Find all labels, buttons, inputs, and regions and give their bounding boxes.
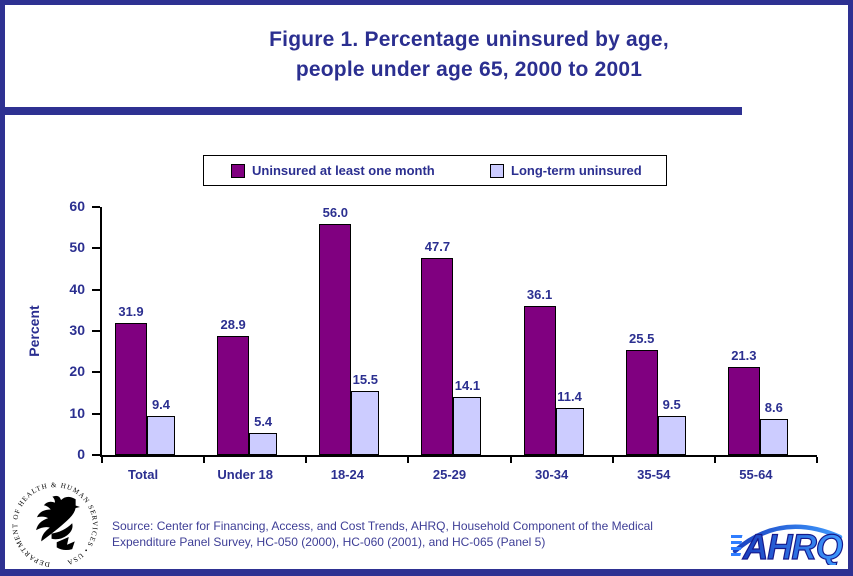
bar-value-label: 14.1 (454, 378, 481, 393)
x-axis-tick (305, 457, 308, 463)
x-axis-tick (611, 457, 614, 463)
y-axis-tick (92, 247, 100, 250)
bar-uninsured-month-55-64 (727, 367, 760, 455)
bar-uninsured-month-under-18 (217, 336, 250, 455)
hhs-logo: DEPARTMENT OF HEALTH & HUMAN SERVICES • … (12, 482, 98, 568)
figure-title: Figure 1. Percentage uninsured by age, p… (95, 25, 843, 85)
bar-value-label: 25.5 (629, 331, 655, 346)
y-axis-tick-label: 0 (77, 446, 85, 462)
x-axis-label-total: Total (128, 467, 159, 482)
bar-long-term-30-34 (555, 408, 584, 455)
y-axis-tick-label: 60 (69, 198, 85, 214)
bar-uninsured-month-18-24 (319, 224, 352, 455)
bar-long-term-18-24 (351, 391, 380, 455)
bar-value-label: 31.9 (118, 304, 144, 319)
x-axis-tick (713, 457, 716, 463)
figure-title-line2: people under age 65, 2000 to 2001 (295, 58, 643, 81)
y-axis-tick-label: 30 (69, 322, 85, 338)
slide-content: Figure 1. Percentage uninsured by age, p… (5, 5, 848, 569)
bar-value-label: 21.3 (731, 348, 757, 363)
title-underline-bar (5, 107, 742, 115)
y-axis-tick (92, 206, 100, 208)
y-axis-tick-label: 20 (69, 363, 85, 380)
y-axis-tick (92, 454, 100, 456)
y-axis-tick-label: 10 (69, 404, 85, 421)
y-axis-title: Percent (26, 305, 42, 357)
bar-long-term-under-18 (249, 433, 278, 455)
y-axis-tick-label: 50 (69, 239, 85, 256)
bar-value-label: 11.4 (557, 389, 582, 404)
legend-item-uninsured-month: Uninsured at least one month (231, 156, 435, 185)
bar-value-label: 56.0 (322, 205, 348, 220)
bar-uninsured-month-35-54 (625, 350, 658, 455)
y-axis-tick (92, 288, 100, 291)
ahrq-wordmark: AHRQ (742, 528, 843, 565)
x-axis-label-35-54: 35-54 (637, 467, 671, 482)
x-axis-tick (101, 457, 103, 463)
x-axis-label-under-18: Under 18 (217, 467, 274, 482)
x-axis-tick (407, 457, 410, 463)
ahrq-swoosh-arc (732, 524, 843, 554)
bar-uninsured-month-30-34 (523, 306, 556, 455)
source-note: Source: Center for Financing, Access, an… (112, 519, 752, 550)
x-axis-label-30-34: 30-34 (535, 467, 569, 482)
y-axis-tick (92, 330, 100, 332)
legend-swatch-icon (231, 163, 245, 178)
ahrq-logo: AHRQ (731, 524, 844, 565)
bar-value-label: 36.1 (526, 287, 553, 302)
chart-legend: Uninsured at least one month Long-term un… (203, 155, 667, 186)
bar-value-label: 28.9 (220, 317, 246, 332)
y-axis-tick-label: 40 (69, 280, 85, 297)
bar-long-term-55-64 (759, 419, 788, 455)
bar-long-term-25-29 (453, 397, 482, 455)
bar-value-label: 47.7 (424, 239, 451, 254)
plot-area: 31.9 9.4 28.9 5.4 56.0 15.5 47.7 14.1 36.1 11.4 25… (100, 205, 818, 463)
bar-value-label: 15.5 (352, 372, 378, 387)
bar-long-term-total (147, 416, 175, 455)
bar-long-term-35-54 (657, 416, 686, 455)
bar-value-label: 9.5 (662, 397, 681, 412)
source-note-line2: Expenditure Panel Survey, HC-050 (2000),… (112, 534, 546, 549)
figure-title-line1: Figure 1. Percentage uninsured by age, (269, 28, 669, 51)
bar-value-label: 9.4 (151, 397, 171, 412)
legend-item-label: Long-term uninsured (511, 163, 642, 178)
x-axis-label-18-24: 18-24 (330, 467, 364, 482)
x-axis-label-25-29: 25-29 (432, 467, 467, 482)
legend-item-long-term: Long-term uninsured (490, 156, 642, 185)
bar-uninsured-month-25-29 (421, 258, 454, 455)
legend-swatch-icon (490, 163, 504, 178)
x-axis-tick (816, 457, 818, 463)
hhs-eagle-icon (36, 495, 80, 551)
x-axis-tick (509, 457, 512, 463)
y-axis-tick (92, 412, 100, 415)
y-axis-tick (92, 371, 100, 374)
bar-value-label: 5.4 (254, 414, 273, 429)
ahrq-speed-lines (731, 535, 743, 556)
bar-value-label: 8.6 (764, 400, 783, 415)
legend-item-label: Uninsured at least one month (252, 163, 435, 178)
source-note-line1: Source: Center for Financing, Access, an… (112, 519, 653, 533)
x-axis-label-55-64: 55-64 (739, 467, 773, 482)
x-axis-tick (203, 457, 206, 463)
bar-uninsured-month-total (115, 323, 147, 455)
